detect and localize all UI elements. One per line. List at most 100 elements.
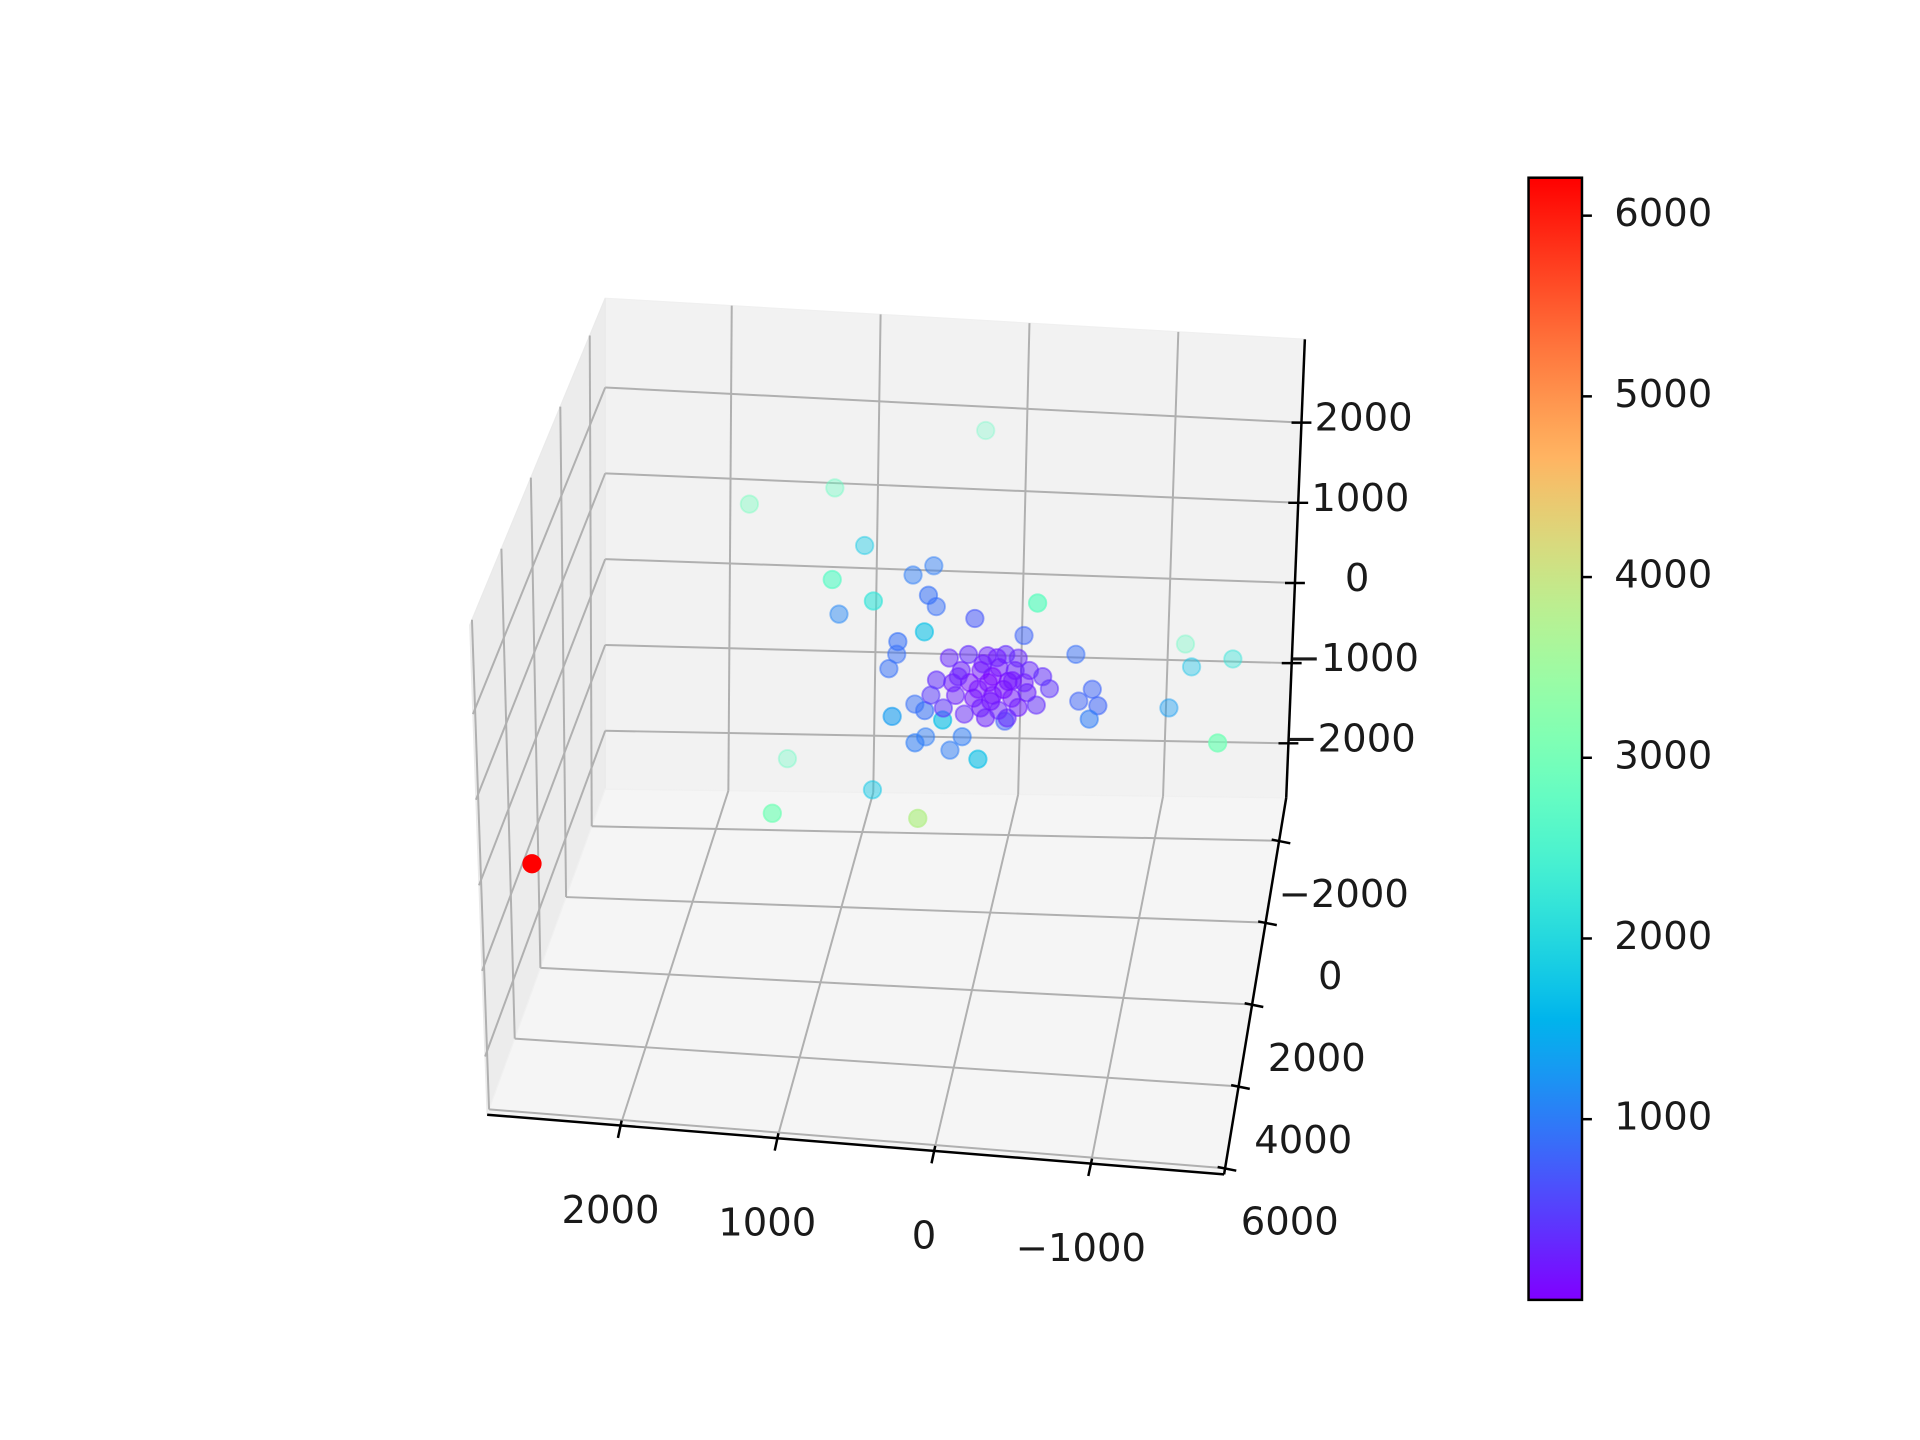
data-point — [924, 556, 944, 576]
data-point — [997, 708, 1017, 728]
data-point — [926, 596, 946, 617]
data-point — [1002, 671, 1023, 691]
grid-line — [488, 1108, 1226, 1170]
z-tick-label: 2000 — [1315, 396, 1413, 441]
data-point — [976, 420, 996, 441]
x-tick — [773, 1132, 780, 1151]
data-point — [914, 622, 935, 642]
data-point — [954, 704, 974, 724]
grid-line — [470, 619, 491, 1110]
z-tick-label: 0 — [1345, 556, 1370, 601]
grid-line — [1162, 331, 1180, 797]
data-point — [968, 679, 988, 699]
data-point — [1223, 649, 1243, 669]
data-point — [975, 708, 996, 728]
data-point — [888, 631, 908, 652]
data-point — [887, 644, 907, 664]
data-point — [1066, 644, 1086, 664]
axis-line — [1284, 339, 1307, 798]
grid-line — [500, 548, 516, 1039]
data-point — [863, 591, 884, 611]
grid-line — [1089, 796, 1165, 1164]
axis-line — [487, 1113, 1225, 1176]
colorbar-tick-label: 3000 — [1614, 733, 1712, 778]
data-point — [1039, 679, 1060, 699]
x-tick — [930, 1145, 937, 1164]
data-point — [940, 740, 960, 760]
y-tick-label: 2000 — [1268, 1036, 1366, 1081]
data-point — [939, 648, 959, 668]
grid-line — [776, 792, 875, 1139]
y-tick-label: 6000 — [1241, 1200, 1339, 1245]
data-point — [1088, 696, 1108, 716]
y-tick — [1244, 1002, 1264, 1009]
z-tick-label: −1000 — [1289, 636, 1419, 681]
data-point — [903, 565, 923, 585]
data-point — [968, 749, 988, 769]
x-tick-label: −1000 — [1016, 1226, 1146, 1271]
colorbar-tick-label: 6000 — [1614, 191, 1712, 236]
data-point — [908, 808, 928, 829]
axis-line — [1222, 797, 1288, 1175]
z-tick-label: 1000 — [1311, 476, 1409, 521]
data-point — [933, 698, 953, 718]
data-point — [981, 691, 1001, 711]
grid-line — [475, 472, 607, 801]
grid-line — [605, 729, 1289, 745]
data-point — [882, 706, 902, 726]
data-point — [918, 585, 939, 605]
y-tick — [1257, 920, 1278, 927]
grid-line — [619, 790, 730, 1126]
data-point — [921, 685, 941, 705]
grid-line — [872, 314, 882, 793]
grid-line — [933, 794, 1020, 1152]
data-point — [905, 733, 925, 753]
grid-line — [591, 825, 1280, 842]
colorbar-tick-label: 2000 — [1614, 914, 1712, 959]
grid-line — [588, 335, 593, 827]
floor-pane — [486, 788, 1287, 1176]
grid-line — [471, 387, 607, 715]
data-point — [762, 803, 782, 823]
grid-line — [605, 558, 1295, 584]
data-point — [855, 535, 875, 556]
data-point — [958, 644, 979, 665]
data-point — [987, 648, 1007, 668]
data-point — [1159, 698, 1179, 718]
data-point — [522, 854, 542, 874]
data-point — [1069, 691, 1089, 711]
x-tick — [1087, 1158, 1094, 1177]
data-point — [1079, 709, 1099, 729]
y-tick — [1271, 838, 1291, 845]
colorbar-tick-label: 5000 — [1614, 372, 1712, 417]
data-point — [1027, 593, 1048, 613]
data-point — [825, 478, 845, 498]
x-tick-label: 1000 — [718, 1201, 816, 1246]
colorbar-tick-label: 4000 — [1614, 553, 1712, 598]
y-tick — [1217, 1165, 1237, 1172]
data-point — [982, 666, 1002, 687]
back-pane — [604, 297, 1306, 799]
grid-line — [566, 896, 1266, 924]
data-point — [948, 667, 968, 687]
data-point — [1026, 695, 1046, 715]
grid-line — [514, 1037, 1239, 1088]
data-point — [1175, 634, 1196, 654]
grid-line — [478, 558, 607, 886]
data-point — [829, 604, 849, 624]
grid-line — [605, 386, 1302, 424]
x-tick — [616, 1120, 623, 1139]
grid-line — [481, 644, 607, 972]
data-point — [965, 608, 985, 629]
colorbar — [1527, 176, 1584, 1302]
grid-line — [727, 305, 733, 791]
data-point — [862, 780, 883, 800]
grid-line — [484, 730, 607, 1057]
y-tick-label: 0 — [1318, 954, 1343, 999]
data-point — [952, 727, 972, 747]
z-tick-label: −2000 — [1285, 716, 1415, 761]
y-tick — [1230, 1083, 1251, 1091]
data-point — [822, 569, 842, 590]
